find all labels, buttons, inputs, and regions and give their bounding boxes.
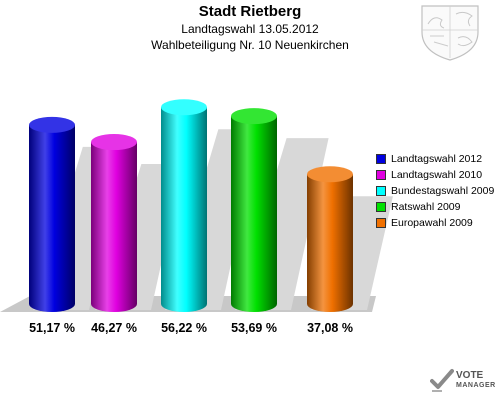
chart-subtitle-election: Landtagswahl 13.05.2012 <box>181 22 319 36</box>
legend-label: Landtagswahl 2012 <box>391 153 483 165</box>
value-label-4: 53,69 % <box>231 321 277 335</box>
legend-label: Europawahl 2009 <box>391 217 473 229</box>
checkmark-icon <box>430 369 454 392</box>
legend-item: Landtagswahl 2012 <box>376 151 494 167</box>
legend: Landtagswahl 2012 Landtagswahl 2010 Bundes… <box>376 151 494 231</box>
legend-swatch <box>376 154 386 164</box>
value-label-2: 46,27 % <box>91 321 137 335</box>
value-label-1: 51,17 % <box>29 321 75 335</box>
bar-1 <box>29 124 75 312</box>
bar-5 <box>307 174 353 312</box>
bar-cap-4 <box>231 108 277 125</box>
legend-label: Landtagswahl 2010 <box>391 169 483 181</box>
legend-swatch <box>376 186 386 196</box>
bar-4 <box>231 116 277 313</box>
legend-label: Ratswahl 2009 <box>391 201 461 213</box>
chart-subtitle-district: Wahlbeteiligung Nr. 10 Neuenkirchen <box>151 38 349 52</box>
value-label-5: 37,08 % <box>307 321 353 335</box>
value-label-3: 56,22 % <box>161 321 207 335</box>
legend-item: Europawahl 2009 <box>376 215 494 231</box>
legend-swatch <box>376 170 386 180</box>
bar-cap-1 <box>29 116 75 133</box>
logo-line-1: VOTE <box>456 370 484 381</box>
legend-item: Ratswahl 2009 <box>376 199 494 215</box>
bar-2 <box>91 142 137 312</box>
vote-manager-logo: VOTE MANAGER <box>430 368 496 394</box>
logo-line-2: MANAGER <box>456 382 496 389</box>
coat-of-arms-icon <box>421 5 479 61</box>
bar-cap-3 <box>161 99 207 116</box>
legend-item: Bundestagswahl 2009 <box>376 183 494 199</box>
chart-title: Stadt Rietberg <box>198 3 302 20</box>
value-labels: 51,17 % 46,27 % 56,22 % 53,69 % 37,08 % <box>29 321 353 335</box>
bar-cap-2 <box>91 134 137 151</box>
legend-swatch <box>376 218 386 228</box>
legend-swatch <box>376 202 386 212</box>
legend-item: Landtagswahl 2010 <box>376 167 494 183</box>
bar-cap-5 <box>307 166 353 183</box>
bars <box>29 99 353 313</box>
legend-label: Bundestagswahl 2009 <box>391 185 495 197</box>
bar-3 <box>161 107 207 312</box>
